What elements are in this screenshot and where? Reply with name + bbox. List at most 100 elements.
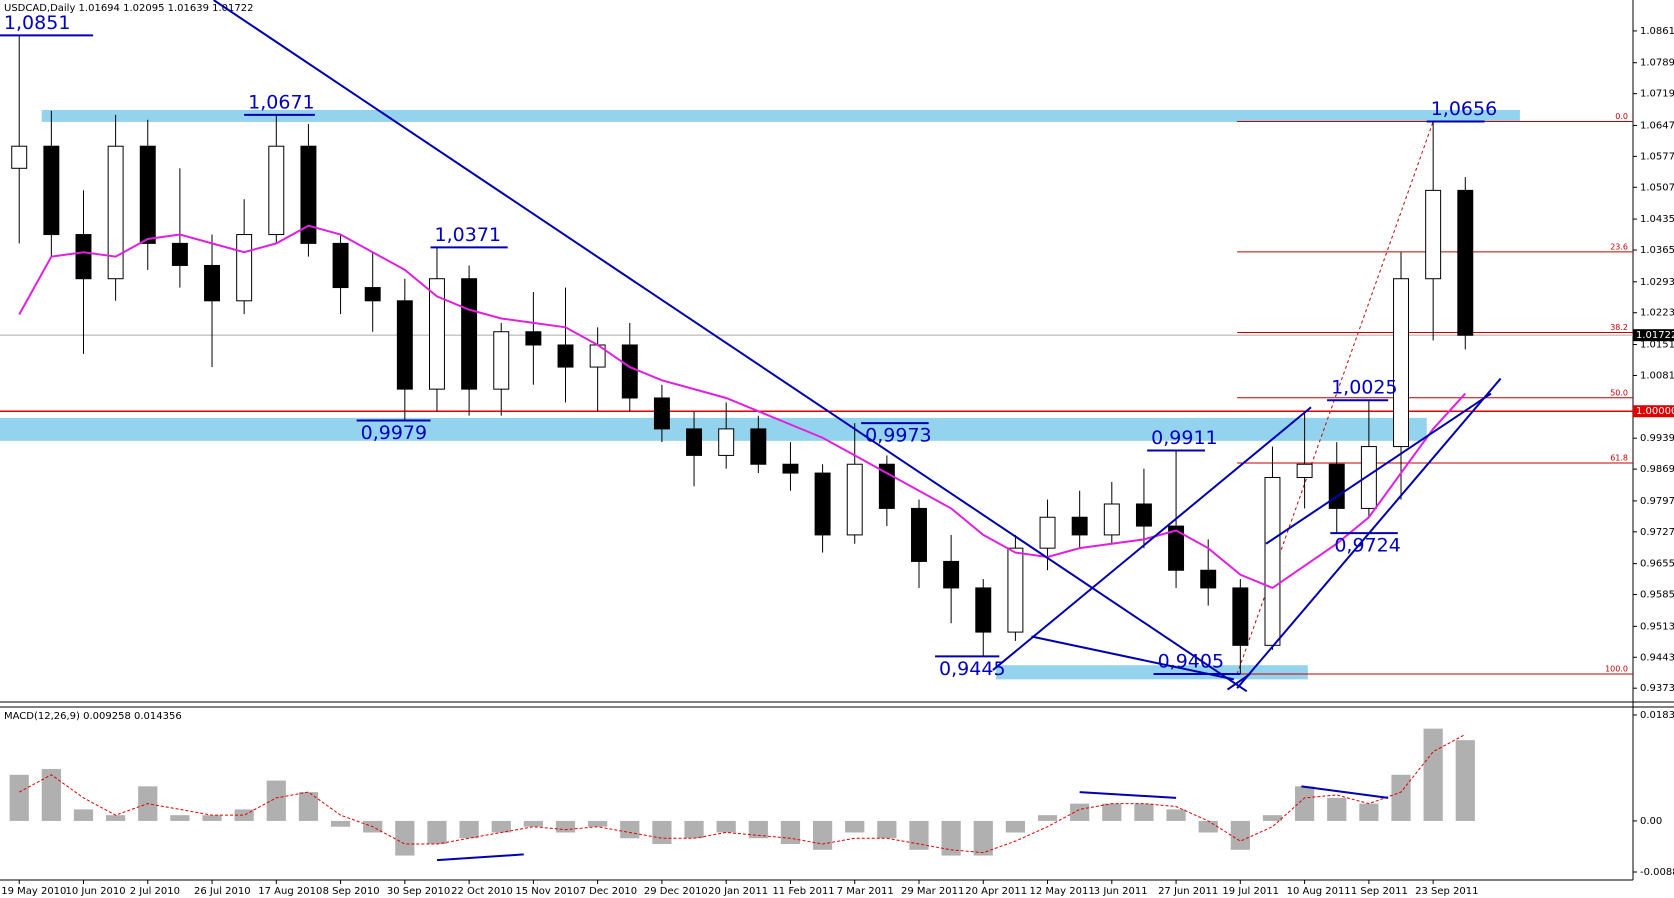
macd-bar	[1391, 774, 1411, 821]
candle-body	[1007, 547, 1024, 633]
divergence-line	[436, 853, 524, 862]
divergence-line	[1079, 791, 1177, 799]
candle-body	[557, 344, 574, 368]
macd-bar	[395, 820, 415, 856]
x-tick-label: 20 Jan 2011	[708, 886, 768, 897]
y-tick-label: 1.02930	[1640, 277, 1674, 288]
x-tick-label: 7 Dec 2010	[580, 886, 638, 897]
macd-bar	[1359, 803, 1379, 821]
level-annotation: 0,9911	[1151, 427, 1217, 449]
support-zone	[41, 109, 1520, 122]
macd-bar	[620, 820, 640, 839]
candle-body	[139, 145, 156, 244]
macd-bar	[1455, 740, 1475, 821]
x-tick-label: 26 Jul 2010	[194, 886, 251, 897]
fib-label: 23.6	[1610, 242, 1628, 251]
x-tick-label: 8 Sep 2010	[323, 886, 380, 897]
x-tick-label: 7 Mar 2011	[837, 886, 894, 897]
level-label: 1.00000	[1636, 406, 1674, 417]
x-tick-label: 10 Aug 2011	[1287, 886, 1351, 897]
level-annotation: 0,9724	[1334, 535, 1400, 557]
candle-body	[1168, 525, 1185, 571]
candle-body	[332, 242, 349, 289]
candle-body	[107, 145, 124, 280]
candle-body	[750, 428, 767, 465]
y-tick-label: 1.05770	[1640, 151, 1674, 162]
macd-bar	[877, 820, 897, 839]
macd-bar	[234, 809, 254, 821]
x-tick-label: 20 Apr 2011	[965, 886, 1027, 897]
x-tick-label: 19 May 2010	[1, 886, 66, 897]
macd-bar	[1037, 815, 1058, 821]
level-annotation: 1,0656	[1431, 98, 1497, 120]
macd-bar	[427, 820, 447, 845]
macd-bar	[1070, 803, 1090, 821]
y-tick-label: 1.07890	[1640, 58, 1674, 69]
support-zone	[0, 417, 1427, 441]
trendline	[1265, 392, 1492, 545]
candle-body	[846, 463, 863, 536]
x-tick-label: 30 Sep 2010	[387, 886, 450, 897]
candle-body	[1425, 189, 1442, 280]
trendline	[213, 0, 1248, 693]
support-zone	[996, 665, 1308, 680]
candle-body	[171, 242, 188, 266]
macd-bar	[1423, 728, 1443, 821]
level-annotation: 1,0671	[248, 91, 314, 113]
level-annotation: 0,9973	[865, 425, 931, 447]
candle-body	[204, 264, 220, 302]
y-tick-label: 1.07190	[1640, 89, 1674, 100]
y-tick-label: -0.00885	[1640, 867, 1674, 878]
fib-label: 38.2	[1610, 323, 1628, 332]
candle-body	[1103, 503, 1120, 536]
macd-bar	[170, 815, 190, 821]
candle-body	[364, 287, 381, 302]
macd-bar	[909, 820, 929, 850]
price-label-box	[1633, 329, 1674, 342]
candle-body	[621, 344, 638, 399]
y-tick-label: 1.05070	[1640, 182, 1674, 193]
macd-bar	[716, 820, 736, 833]
y-tick-label: 0.93730	[1640, 683, 1674, 694]
macd-bar	[780, 820, 801, 845]
fib-label: 100.0	[1605, 665, 1628, 674]
candle-body	[428, 278, 445, 390]
candle-body	[300, 145, 317, 244]
macd-bar	[1230, 820, 1250, 850]
macd-bar	[1134, 803, 1154, 821]
candle-body	[943, 560, 960, 589]
candle-body	[975, 587, 992, 633]
candle-body	[1296, 463, 1313, 478]
level-annotation: 1,0371	[435, 224, 501, 246]
candle-body	[1135, 503, 1152, 527]
candle-body	[782, 463, 799, 474]
level-label-box	[1633, 405, 1674, 418]
x-tick-label: 29 Dec 2010	[644, 886, 708, 897]
macd-bar	[41, 769, 61, 821]
candle-body	[11, 145, 28, 169]
candle-body	[1457, 189, 1474, 336]
candle-body	[1200, 569, 1217, 589]
fib-label: 61.8	[1610, 453, 1628, 462]
y-tick-label: 1.06470	[1640, 120, 1674, 131]
candle-body	[686, 428, 703, 456]
candle-body	[75, 234, 92, 280]
y-tick-label: 1.02230	[1640, 308, 1674, 319]
x-tick-label: 3 Jun 2011	[1094, 886, 1148, 897]
macd-bar	[941, 820, 961, 856]
level-annotation: 1,0025	[1331, 377, 1397, 399]
divergence-line	[1301, 785, 1389, 799]
moving-average	[18, 224, 1467, 590]
candle-body	[268, 145, 285, 236]
candle-body	[1328, 463, 1345, 509]
macd-bar	[491, 820, 511, 833]
fib-label: 50.0	[1610, 388, 1628, 397]
macd-signal	[18, 733, 1466, 854]
candle-body	[396, 300, 413, 390]
macd-bar	[330, 820, 351, 827]
